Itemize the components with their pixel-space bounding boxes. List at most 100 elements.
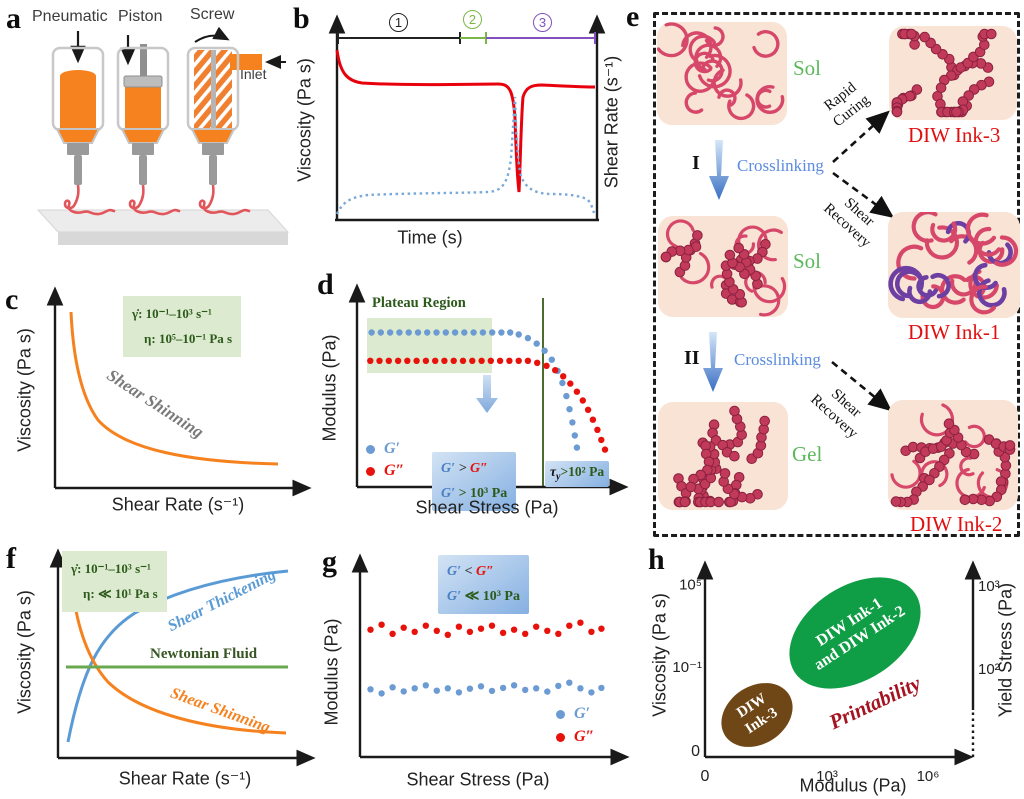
rotation-arrow-icon xyxy=(194,26,230,43)
shear-thinning-plot xyxy=(46,286,312,497)
route-II-label: II xyxy=(684,347,700,369)
panel-letter-c: c xyxy=(5,283,19,316)
newtonian-label: Newtonian Fluid xyxy=(150,646,258,662)
crosslinking-label-2: Crosslinking xyxy=(734,350,821,369)
d-legend-gprime: G′ xyxy=(366,440,400,458)
ink-column xyxy=(125,87,161,128)
f-xlabel: Shear Rate (s⁻¹) xyxy=(118,768,252,789)
shear-thinning-curve xyxy=(69,311,279,466)
d-condition-2: G′ > 10³ Pa xyxy=(441,485,508,501)
panel-letter-e: e xyxy=(626,0,640,33)
down-arrow-icon xyxy=(476,375,498,413)
label-pneumatic: Pneumatic xyxy=(32,8,108,25)
stage-2-badge: 2 xyxy=(463,10,482,29)
ink3-label: DIW Ink-3 xyxy=(908,123,1001,147)
crosslink-arrow-2-icon xyxy=(703,332,723,392)
h-xtick-0: 0 xyxy=(700,768,710,785)
stage-1-bar xyxy=(337,32,461,44)
label-screw: Screw xyxy=(190,6,235,23)
c-viscosity-range: η: 10⁵–10⁻¹ Pa s xyxy=(144,331,233,347)
sol-polymer-box xyxy=(657,22,787,125)
legend-dot-red xyxy=(556,732,565,742)
ink2-label: DIW Ink-2 xyxy=(910,512,1003,536)
label-piston: Piston xyxy=(118,8,163,25)
shear-thickening-curve xyxy=(66,569,289,743)
g-condition-2: G′ ≪ 10³ Pa xyxy=(447,588,520,604)
h-ylabel-right: Yield Stress (Pa) xyxy=(995,582,1016,718)
legend-dot-blue xyxy=(366,444,375,454)
g-condition-1: G′ < G″ xyxy=(447,564,494,579)
ink3-network-box xyxy=(889,26,1017,120)
d-legend-gdoubleprime: G″ xyxy=(366,462,404,480)
modulus-plot-sol xyxy=(351,553,630,766)
crosslink-arrow-1-icon xyxy=(709,140,729,200)
legend-dot-blue xyxy=(556,709,565,719)
ink2-network-box xyxy=(888,400,1018,510)
c-shear-rate-range: γ̇: 10⁻¹–10³ s⁻¹ xyxy=(132,306,212,321)
h-rtick-1e2: 10² xyxy=(978,661,1000,678)
crosslinking-label-1: Crosslinking xyxy=(737,156,824,175)
fluid-types-plot xyxy=(49,548,316,767)
d-condition-box: G′ > G″ G′ > 10³ Pa xyxy=(432,452,517,511)
viscosity-curve xyxy=(335,49,596,193)
piston-rod xyxy=(140,44,147,78)
panel-letter-b: b xyxy=(293,2,310,35)
panel-letter-h: h xyxy=(648,543,665,576)
panel-letter-f: f xyxy=(6,542,16,575)
piston-plunger xyxy=(123,75,163,88)
c-xlabel: Shear Rate (s⁻¹) xyxy=(111,494,245,515)
shear-recovery-plot xyxy=(328,14,606,222)
ink3-region xyxy=(721,683,793,747)
sol2-box xyxy=(658,216,788,317)
f-shear-rate-range: γ̇: 10⁻¹–10³ s⁻¹ xyxy=(71,561,151,576)
c-annotation-box: γ̇: 10⁻¹–10³ s⁻¹ η: 10⁵–10⁻¹ Pa s xyxy=(123,296,242,357)
f-ylabel: Viscosity (Pa s) xyxy=(14,590,35,714)
h-ylabel: Viscosity (Pa s) xyxy=(649,593,670,717)
h-ytick-0: 0 xyxy=(691,743,700,760)
yield-stress-box: τy>10² Pa xyxy=(545,461,610,487)
g-legend-gprime: G′ xyxy=(556,705,590,723)
sol-label-2: Sol xyxy=(793,249,822,273)
gel-label: Gel xyxy=(792,442,823,466)
scheme-arrows xyxy=(703,110,895,412)
g-legend-gprime-label: G′ xyxy=(574,705,591,722)
legend-dot-red xyxy=(366,466,375,476)
g-condition-box: G′ < G″ G′ ≪ 10³ Pa xyxy=(438,555,529,614)
h-xlabel: Modulus (Pa) xyxy=(799,775,907,796)
h-rtick-1e3: 10³ xyxy=(978,578,1000,595)
g-prime-series xyxy=(367,679,605,697)
g-double-prime-series xyxy=(367,357,609,453)
route-I-label: I xyxy=(692,152,700,174)
nozzle xyxy=(191,128,235,186)
panel-letter-a: a xyxy=(6,2,21,35)
d-legend-gdoubleprime-label: G″ xyxy=(384,462,405,479)
b-xlabel: Time (s) xyxy=(397,227,463,248)
g-legend-gdoubleprime: G″ xyxy=(556,728,594,746)
ink12-region xyxy=(789,577,921,689)
g-legend-gdoubleprime-label: G″ xyxy=(574,728,595,745)
d-condition-1: G′ > G″ xyxy=(441,461,488,476)
c-ylabel: Viscosity (Pa s) xyxy=(14,328,35,452)
stage-2-bar xyxy=(460,32,487,44)
inlet-port xyxy=(230,54,262,70)
ink1-label: DIW Ink-1 xyxy=(908,320,1001,344)
d-xlabel: Shear Stress (Pa) xyxy=(415,497,559,518)
shear-rate-curve xyxy=(335,96,596,215)
print-platform-front xyxy=(58,232,288,245)
ink1-network-box xyxy=(888,212,1020,318)
d-legend-gprime-label: G′ xyxy=(384,440,401,457)
h-ytick-1e-1: 10⁻¹ xyxy=(672,659,702,676)
f-viscosity-range: η: ≪ 10¹ Pa s xyxy=(83,586,158,602)
f-annotation-box: γ̇: 10⁻¹–10³ s⁻¹ η: ≪ 10¹ Pa s xyxy=(62,551,167,612)
printability-map xyxy=(696,560,982,766)
g-prime-series xyxy=(368,329,581,451)
sol-label-1: Sol xyxy=(793,56,822,80)
g-ylabel: Modulus (Pa) xyxy=(321,618,342,726)
nozzle xyxy=(56,128,100,186)
d-ylabel: Modulus (Pa) xyxy=(319,334,340,442)
panel-letter-g: g xyxy=(322,545,337,578)
g-xlabel: Shear Stress (Pa) xyxy=(406,769,550,790)
stage-1-badge: 1 xyxy=(389,13,408,32)
h-xtick-1e6: 10⁶ xyxy=(916,768,940,785)
